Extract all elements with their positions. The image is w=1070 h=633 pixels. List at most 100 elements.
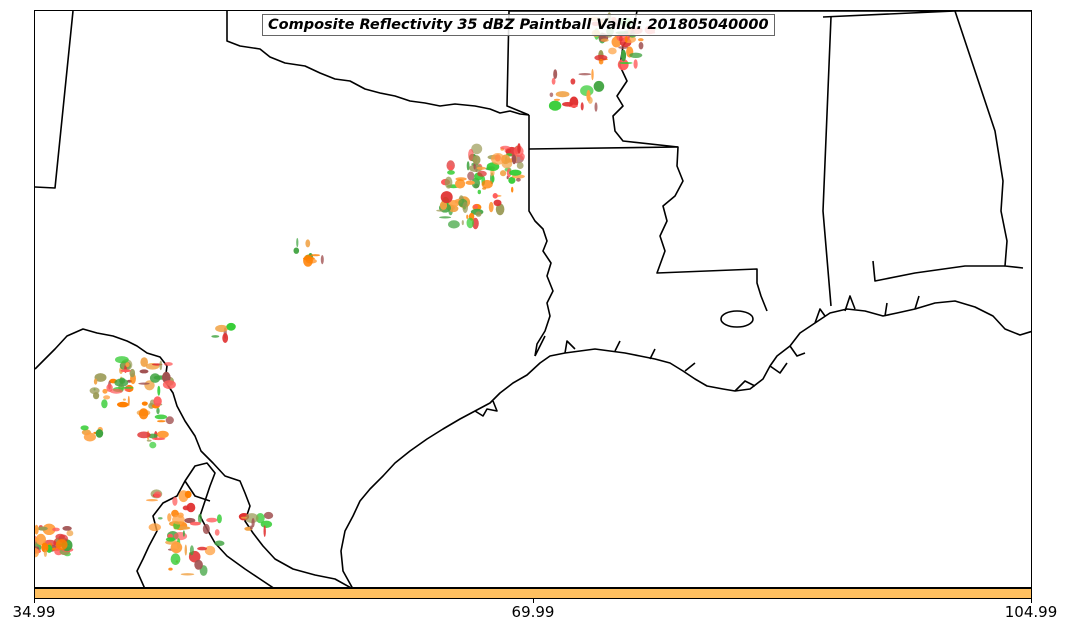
storm-cell (467, 171, 475, 181)
storm-cell (447, 170, 455, 175)
storm-cell (586, 89, 591, 102)
storm-cell (172, 514, 185, 525)
storm-cell (501, 159, 513, 169)
storm-cell (638, 38, 644, 42)
map-title: Composite Reflectivity 35 dBZ Paintball … (262, 14, 775, 36)
storm-cell (122, 398, 126, 401)
storm-cell (509, 169, 522, 176)
storm-cell (153, 396, 162, 407)
storm-cell (222, 333, 229, 343)
storm-cell (184, 544, 187, 556)
storm-cell (157, 430, 169, 439)
storm-cell (473, 204, 478, 209)
storm-cell (157, 385, 161, 396)
storm-cell (140, 357, 148, 367)
north-border (509, 11, 1031, 18)
ms-coast-barrier (814, 295, 920, 324)
storm-cell (629, 52, 643, 58)
storm-cell (180, 573, 195, 576)
storm-cell (477, 189, 481, 195)
red-river-border (226, 11, 530, 116)
storm-cell (593, 80, 605, 92)
storm-cell (466, 161, 470, 171)
storm-cell (506, 168, 512, 178)
storm-cell (293, 247, 300, 254)
storm-cell (138, 382, 150, 385)
storm-cell (83, 432, 96, 442)
storm-cell (598, 58, 604, 65)
storm-cell (146, 499, 158, 502)
storm-cell (578, 73, 592, 76)
storm-cell (517, 143, 521, 154)
storm-cell (472, 217, 479, 230)
storm-cell (488, 201, 494, 213)
storm-cell (475, 211, 482, 217)
storm-cell (226, 322, 236, 331)
storm-cell (186, 502, 196, 513)
storm-cell (211, 335, 220, 338)
storm-cell (117, 401, 129, 408)
storm-cell (455, 177, 467, 181)
storm-cell (168, 567, 173, 571)
storm-cell (182, 530, 185, 537)
storm-cell (216, 514, 222, 524)
storm-cell (146, 439, 152, 442)
gulf-coastline (340, 300, 1031, 587)
storm-cell (439, 216, 452, 219)
storm-cell (476, 166, 486, 170)
storm-cell (516, 177, 521, 182)
storm-cell (462, 201, 469, 214)
storm-cell (93, 378, 98, 385)
storm-cell (511, 154, 517, 165)
storm-cell (129, 368, 136, 378)
storm-cell (490, 169, 495, 177)
colorbar-tick (1031, 599, 1032, 603)
storm-cell (139, 369, 149, 374)
al-ga-border (954, 11, 1024, 269)
storm-cell (106, 383, 113, 392)
storm-cell (251, 518, 255, 528)
storm-cell (455, 179, 466, 189)
storm-cell (638, 42, 644, 50)
storm-cell (624, 36, 628, 43)
tx-la-border (528, 115, 554, 357)
storm-cell (110, 388, 123, 394)
storm-cell (37, 526, 48, 531)
storm-cell (95, 429, 104, 438)
storm-cell (466, 214, 469, 219)
storm-cell (189, 521, 201, 526)
storm-cell (202, 523, 210, 535)
storm-cell (35, 547, 39, 558)
storm-cell (165, 537, 175, 542)
mississippi-river (612, 11, 768, 312)
storm-cell (570, 78, 576, 85)
storm-cell (310, 254, 321, 257)
storm-cell (159, 360, 163, 371)
storm-cell (127, 395, 130, 407)
storm-cell (619, 35, 623, 42)
storm-cell (240, 516, 248, 519)
storm-cell (157, 420, 166, 423)
storm-cell (215, 324, 229, 333)
ar-la-border (528, 146, 679, 150)
storm-cell (263, 525, 266, 537)
colorbar-tick-label-min: 34.99 (12, 603, 56, 621)
storm-cell (62, 526, 72, 531)
storm-cell (66, 530, 74, 537)
storm-cell (120, 386, 134, 389)
storm-cell (553, 98, 561, 101)
storm-cells (35, 12, 660, 576)
storm-cell (492, 193, 498, 199)
storm-cell (173, 532, 188, 541)
storm-cell (495, 203, 505, 216)
storm-cell (214, 540, 225, 547)
storm-cell (594, 102, 598, 112)
colorbar (34, 588, 1032, 599)
storm-cell (260, 520, 273, 528)
storm-cell (491, 153, 505, 165)
storm-cell (469, 164, 483, 172)
storm-cell (508, 176, 516, 184)
storm-cell (448, 165, 453, 171)
storm-cell (477, 170, 487, 177)
storm-cell (35, 533, 46, 546)
